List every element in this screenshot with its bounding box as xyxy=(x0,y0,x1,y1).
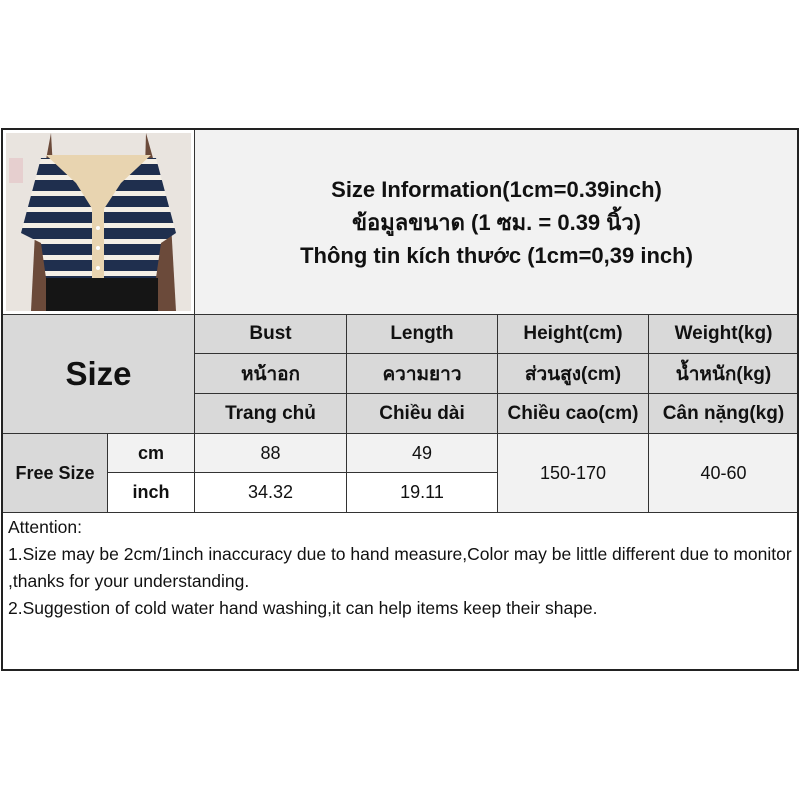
header-height-vi: Chiều cao(cm) xyxy=(497,393,649,434)
weight-value: 40-60 xyxy=(648,433,799,513)
title-thai: ข้อมูลขนาด (1 ซม. = 0.39 นิ้ว) xyxy=(351,209,641,235)
header-weight-th: น้ำหนัก(kg) xyxy=(648,353,799,394)
header-bust-en: Bust xyxy=(194,314,347,354)
header-bust-vi: Trang chủ xyxy=(194,393,347,434)
header-bust-th: หน้าอก xyxy=(194,353,347,394)
note-item-1: 1.Size may be 2cm/1inch inaccuracy due t… xyxy=(8,544,792,591)
title-vietnamese: Thông tin kích thước (1cm=0,39 inch) xyxy=(300,242,693,268)
header-weight-en: Weight(kg) xyxy=(648,314,799,354)
free-size-label: Free Size xyxy=(2,433,108,513)
length-inch-value: 19.11 xyxy=(346,472,498,513)
title-english: Size Information(1cm=0.39inch) xyxy=(331,176,662,202)
bust-inch-value: 34.32 xyxy=(194,472,347,513)
size-info-title: Size Information(1cm=0.39inch) ข้อมูลขนา… xyxy=(194,129,799,315)
unit-cm: cm xyxy=(107,433,195,473)
bust-cm-value: 88 xyxy=(194,433,347,473)
header-height-en: Height(cm) xyxy=(497,314,649,354)
attention-notes: Attention: 1.Size may be 2cm/1inch inacc… xyxy=(2,512,799,671)
header-length-vi: Chiều dài xyxy=(346,393,498,434)
height-value: 150-170 xyxy=(497,433,649,513)
notes-heading: Attention: xyxy=(8,517,82,537)
note-item-2: 2.Suggestion of cold water hand washing,… xyxy=(8,598,598,618)
header-length-en: Length xyxy=(346,314,498,354)
striped-cardigan-product-photo-icon xyxy=(6,133,191,311)
product-photo xyxy=(2,129,195,315)
header-length-th: ความยาว xyxy=(346,353,498,394)
header-height-th: ส่วนสูง(cm) xyxy=(497,353,649,394)
size-header: Size xyxy=(2,314,195,434)
header-weight-vi: Cân nặng(kg) xyxy=(648,393,799,434)
length-cm-value: 49 xyxy=(346,433,498,473)
unit-inch: inch xyxy=(107,472,195,513)
